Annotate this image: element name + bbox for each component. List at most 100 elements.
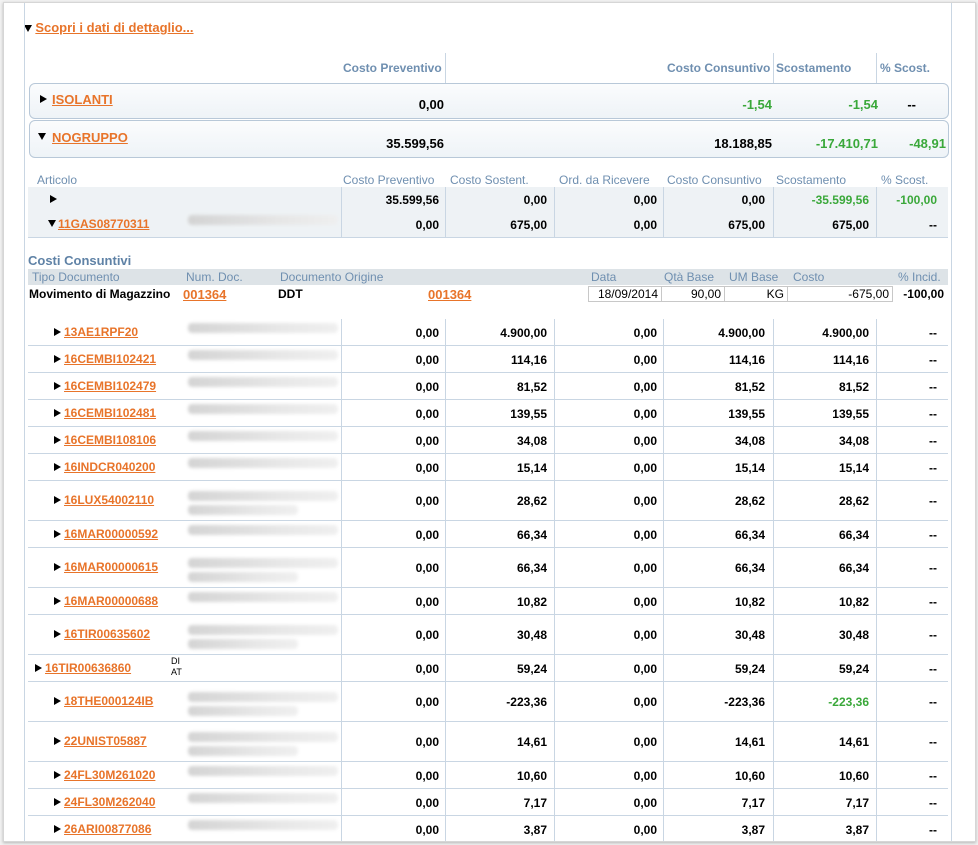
article-code-link[interactable]: 16TIR00635602 [64,627,151,641]
group-row-nogruppo[interactable]: NOGRUPPO 35.599,56 18.188,85 -17.410,71 … [29,120,949,158]
column-divider [445,480,446,520]
detail-toggle[interactable]: Scopri i dati di dettaglio... [24,20,194,35]
col-scostamento: Scostamento [776,61,852,75]
expand-triangle-icon[interactable] [35,664,42,672]
article-code-link[interactable]: 16CEMBI108106 [64,433,157,447]
doc-origin-link[interactable]: 001364 [428,287,472,302]
expand-triangle-icon[interactable] [54,496,61,504]
expand-triangle-icon[interactable] [54,630,61,638]
group-row-isolanti[interactable]: ISOLANTI 0,00 -1,54 -1,54 -- [29,83,949,119]
expand-triangle-icon[interactable] [54,355,61,363]
detail-col-costo-consuntivo: Costo Consuntivo [667,173,762,187]
redacted-description [188,215,338,225]
table-row[interactable]: 18THE000124IB 0,00 -223,36 0,00 -223,36 -223,… [28,681,948,722]
column-divider [554,587,555,614]
group-link[interactable]: ISOLANTI [52,92,113,107]
article-code-link[interactable]: 11GAS08770311 [58,217,150,231]
table-row[interactable]: 24FL30M261020 0,00 10,60 0,00 10,60 10,60 -- [28,761,948,789]
article-code-link[interactable]: 26ARI00877086 [64,822,152,836]
expand-triangle-icon[interactable] [54,563,61,571]
detail-toggle-link[interactable]: Scopri i dati di dettaglio... [35,20,194,35]
article-code-link[interactable]: 16MAR00000592 [64,527,159,541]
column-divider [663,453,664,480]
table-row[interactable]: 22UNIST05887 0,00 14,61 0,00 14,61 14,61 -- [28,721,948,762]
table-row[interactable]: 16TIR00635602 0,00 30,48 0,00 30,48 30,48 -- [28,614,948,655]
cell-pct: -- [929,695,937,709]
table-row[interactable]: 26ARI00877086 0,00 3,87 0,00 3,87 3,87 -- [28,815,948,841]
column-divider [773,426,774,453]
collapse-triangle-icon[interactable] [38,133,46,140]
column-divider [876,547,877,587]
table-row[interactable]: 16MAR00000592 0,00 66,34 0,00 66,34 66,34 -- [28,520,948,548]
group-link[interactable]: NOGRUPPO [52,130,128,145]
article-code-link[interactable]: 16TIR00636860 [45,661,132,675]
cell-consuntivo: 139,55 [728,407,765,421]
cell-ordini: 0,00 [633,218,657,232]
cell-ordini: 0,00 [633,407,657,421]
detail-col-ord-ricevere: Ord. da Ricevere [559,173,650,187]
table-row[interactable]: 16CEMBI108106 0,00 34,08 0,00 34,08 34,08 -- [28,426,948,454]
article-code-link[interactable]: 16LUX54002110 [64,493,155,507]
expand-triangle-icon[interactable] [54,825,61,833]
article-code-link[interactable]: 16CEMBI102421 [64,352,157,366]
table-row[interactable]: 13AE1RPF20 0,00 4.900,00 0,00 4.900,00 4.900,… [28,319,948,346]
article-code-link[interactable]: 16MAR00000688 [64,594,159,608]
cell-consuntivo: 15,14 [734,461,765,475]
article-code-link[interactable]: 16INDCR040200 [64,460,156,474]
article-code-link[interactable]: 16CEMBI102479 [64,379,157,393]
table-row[interactable]: 16CEMBI102481 0,00 139,55 0,00 139,55 139,55 -… [28,399,948,427]
col-costo-preventivo: Costo Preventivo [343,61,442,75]
expand-triangle-icon[interactable] [54,697,61,705]
column-divider [663,372,664,399]
article-code-link[interactable]: 18THE000124IB [64,694,154,708]
expand-triangle-icon[interactable] [54,463,61,471]
article-code-link[interactable]: 24FL30M262040 [64,795,156,809]
table-row[interactable]: 35.599,56 0,00 0,00 0,00 -35.599,56 -100,00 [28,187,948,212]
expand-triangle-icon[interactable] [40,95,47,103]
expand-triangle-icon[interactable] [54,597,61,605]
collapse-triangle-icon[interactable] [48,220,56,227]
column-divider [554,547,555,587]
table-row[interactable]: 16CEMBI102479 0,00 81,52 0,00 81,52 81,52 -- [28,372,948,400]
doc-num-link[interactable]: 001364 [183,287,227,302]
column-divider [445,815,446,841]
article-code-link[interactable]: 22UNIST05887 [64,734,147,748]
column-divider [445,520,446,547]
cell-sostent: 28,62 [516,494,547,508]
column-divider [554,480,555,520]
table-row[interactable]: 16INDCR040200 0,00 15,14 0,00 15,14 15,14 -- [28,453,948,481]
expand-triangle-icon[interactable] [54,409,61,417]
article-code-link[interactable]: 16MAR00000615 [64,560,159,574]
table-row[interactable]: 24FL30M262040 0,00 7,17 0,00 7,17 7,17 -- [28,788,948,816]
table-row[interactable]: 11GAS08770311 0,00 675,00 0,00 675,00 675,00 -… [28,211,948,238]
expand-triangle-icon[interactable] [54,771,61,779]
expand-triangle-icon[interactable] [50,195,57,203]
cell-ordini: 0,00 [633,823,657,837]
column-divider [876,520,877,547]
cell-sostent: 15,14 [516,461,547,475]
table-row[interactable]: 16MAR00000688 0,00 10,82 0,00 10,82 10,82 -- [28,587,948,615]
table-row[interactable]: 16MAR00000615 0,00 66,34 0,00 66,34 66,34 -- [28,547,948,588]
column-divider [445,345,446,372]
column-divider [554,721,555,761]
expand-triangle-icon[interactable] [54,382,61,390]
expand-triangle-icon [24,25,32,33]
table-row[interactable]: 16LUX54002110 0,00 28,62 0,00 28,62 28,62 -- [28,480,948,521]
column-divider [876,187,877,211]
article-code-link[interactable]: 24FL30M261020 [64,768,156,782]
article-code-link[interactable]: 13AE1RPF20 [64,325,139,339]
expand-triangle-icon[interactable] [54,530,61,538]
column-divider [663,319,664,345]
expand-triangle-icon[interactable] [54,436,61,444]
expand-triangle-icon[interactable] [54,328,61,336]
table-row[interactable]: 16TIR00636860 DI AT 0,00 59,24 0,00 59,24 59,24… [28,654,948,682]
col-pct-scost: % Scost. [880,61,931,75]
table-row[interactable]: 16CEMBI102421 0,00 114,16 0,00 114,16 114,16 -… [28,345,948,373]
article-code-link[interactable]: 16CEMBI102481 [64,406,157,420]
column-divider [876,399,877,426]
column-divider [554,815,555,841]
column-divider [445,587,446,614]
expand-triangle-icon[interactable] [54,798,61,806]
expand-triangle-icon[interactable] [54,737,61,745]
column-divider [554,681,555,721]
